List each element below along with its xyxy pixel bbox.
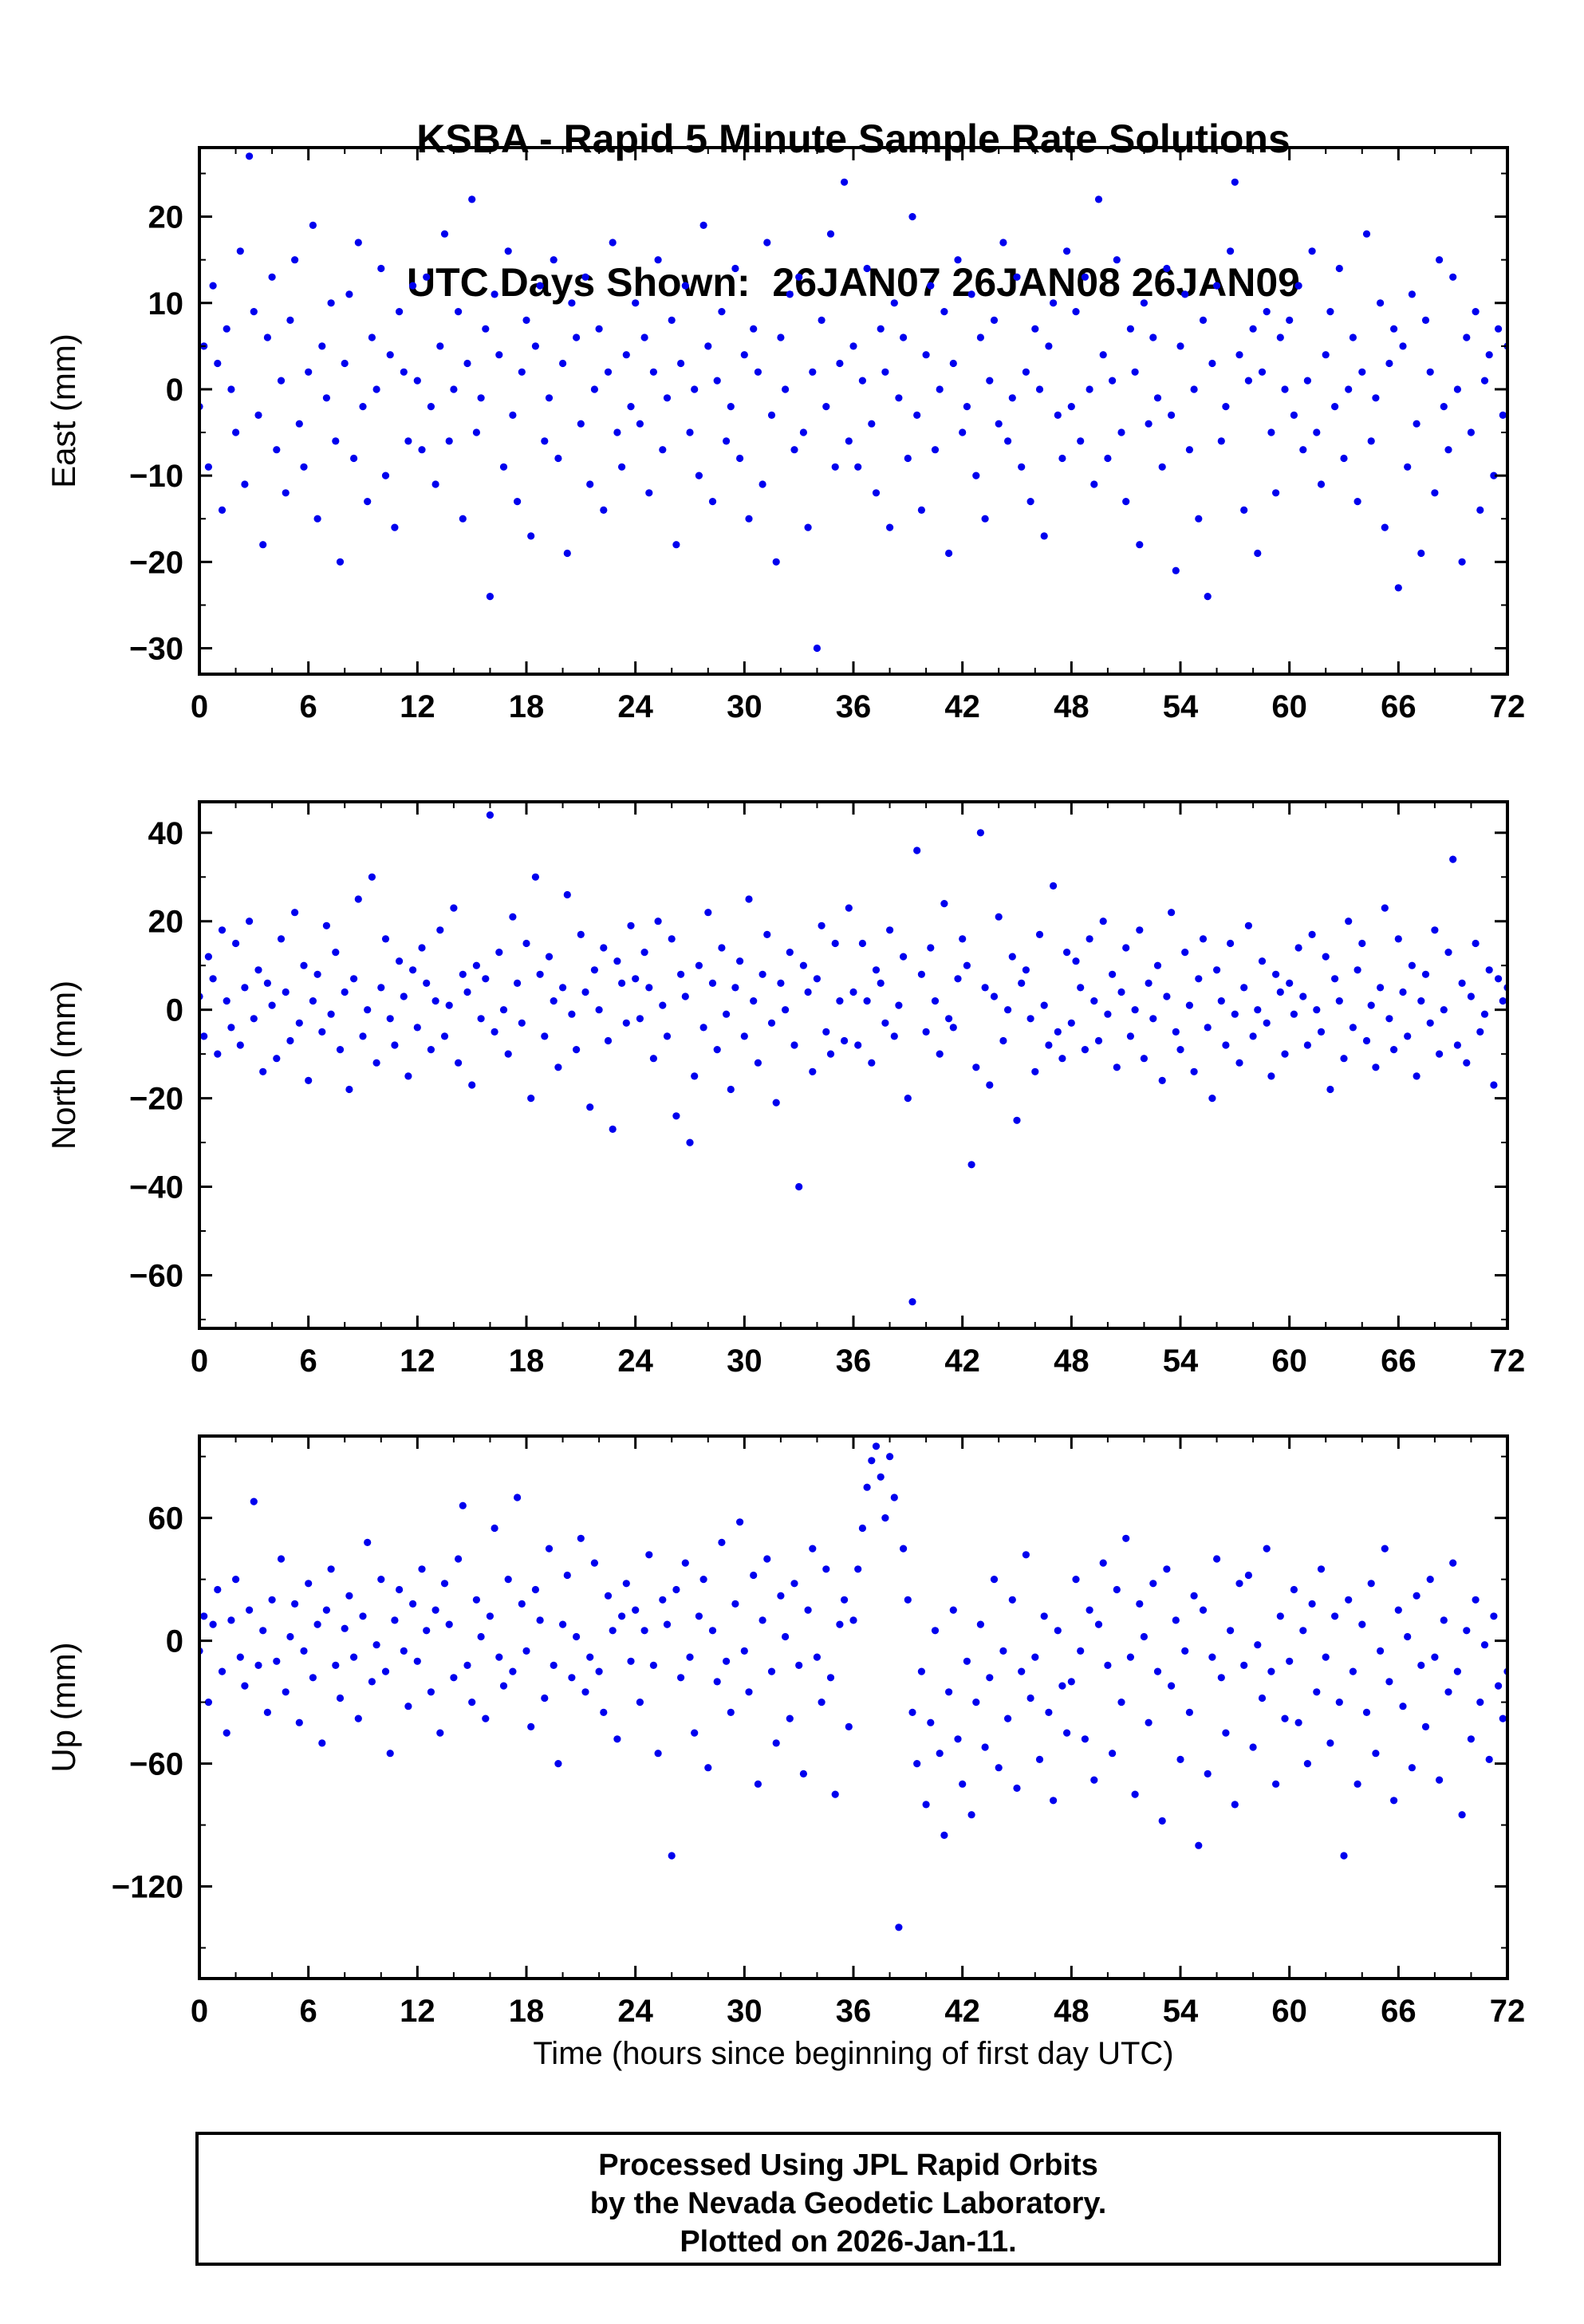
svg-text:20: 20 bbox=[148, 905, 184, 940]
svg-text:66: 66 bbox=[1381, 689, 1417, 724]
svg-text:42: 42 bbox=[944, 1344, 980, 1379]
footer-line3: Plotted on 2026-Jan-11. bbox=[680, 2225, 1017, 2259]
svg-text:30: 30 bbox=[727, 689, 762, 724]
chart-title-line2: UTC Days Shown: 26JAN07 26JAN08 26JAN09 bbox=[407, 260, 1300, 305]
footer-line1: Processed Using JPL Rapid Orbits bbox=[598, 2148, 1098, 2182]
svg-text:20: 20 bbox=[148, 200, 184, 235]
svg-text:6: 6 bbox=[300, 1344, 317, 1379]
svg-text:30: 30 bbox=[727, 1344, 762, 1379]
svg-text:24: 24 bbox=[617, 1994, 653, 2029]
svg-text:42: 42 bbox=[944, 1994, 980, 2029]
svg-text:18: 18 bbox=[509, 689, 545, 724]
svg-text:24: 24 bbox=[617, 1344, 653, 1379]
svg-text:18: 18 bbox=[509, 1344, 545, 1379]
svg-text:0: 0 bbox=[191, 689, 208, 724]
svg-text:−30: −30 bbox=[129, 632, 183, 667]
svg-text:72: 72 bbox=[1490, 1344, 1526, 1379]
svg-text:−20: −20 bbox=[129, 545, 183, 580]
svg-text:12: 12 bbox=[400, 1994, 435, 2029]
svg-text:0: 0 bbox=[191, 1994, 208, 2029]
svg-text:12: 12 bbox=[400, 689, 435, 724]
svg-text:12: 12 bbox=[400, 1344, 435, 1379]
svg-text:18: 18 bbox=[509, 1994, 545, 2029]
svg-text:60: 60 bbox=[148, 1501, 184, 1537]
svg-text:66: 66 bbox=[1381, 1994, 1417, 2029]
svg-text:60: 60 bbox=[1271, 1994, 1307, 2029]
svg-text:60: 60 bbox=[1271, 1344, 1307, 1379]
svg-text:48: 48 bbox=[1054, 1994, 1089, 2029]
svg-text:24: 24 bbox=[617, 689, 653, 724]
footer-box: Processed Using JPL Rapid Orbits by the … bbox=[195, 2132, 1501, 2266]
svg-text:48: 48 bbox=[1054, 689, 1089, 724]
chart-title: KSBA - Rapid 5 Minute Sample Rate Soluti… bbox=[199, 19, 1507, 402]
svg-text:30: 30 bbox=[727, 1994, 762, 2029]
footer-line2: by the Nevada Geodetic Laboratory. bbox=[589, 2187, 1107, 2220]
x-axis-label: Time (hours since beginning of first day… bbox=[533, 2036, 1174, 2071]
east-axis-label: East (mm) bbox=[45, 333, 82, 488]
svg-text:54: 54 bbox=[1163, 1344, 1199, 1379]
svg-text:0: 0 bbox=[191, 1344, 208, 1379]
east-scatter-plot: 0 6 12 18 24 30 36 42 48 54 60 66 72 −30 −20 −10 0 10 20 bbox=[129, 146, 1526, 724]
north-scatter-plot: 0 6 12 18 24 30 36 42 48 54 60 66 72 −60 −40 −20 0 20 40 bbox=[129, 800, 1526, 1379]
svg-text:36: 36 bbox=[836, 1344, 872, 1379]
svg-text:−60: −60 bbox=[129, 1747, 183, 1782]
up-scatter-plot: 0 6 12 18 24 30 36 42 48 54 60 66 72 −120 −60 0 60 bbox=[112, 1434, 1526, 2029]
svg-text:36: 36 bbox=[836, 1994, 872, 2029]
svg-text:6: 6 bbox=[300, 689, 317, 724]
svg-text:60: 60 bbox=[1271, 689, 1307, 724]
svg-text:−120: −120 bbox=[112, 1870, 183, 1905]
svg-text:40: 40 bbox=[148, 816, 184, 851]
svg-text:36: 36 bbox=[836, 689, 872, 724]
up-axis-label: Up (mm) bbox=[45, 1642, 82, 1773]
svg-text:72: 72 bbox=[1490, 1994, 1526, 2029]
svg-text:54: 54 bbox=[1163, 1994, 1199, 2029]
svg-text:−20: −20 bbox=[129, 1082, 183, 1117]
svg-text:10: 10 bbox=[148, 286, 184, 322]
svg-text:42: 42 bbox=[944, 689, 980, 724]
chart-title-line1: KSBA - Rapid 5 Minute Sample Rate Soluti… bbox=[416, 116, 1290, 161]
svg-text:0: 0 bbox=[166, 373, 183, 408]
north-axis-label: North (mm) bbox=[45, 980, 82, 1150]
svg-text:−10: −10 bbox=[129, 459, 183, 494]
svg-text:−40: −40 bbox=[129, 1170, 183, 1205]
svg-text:0: 0 bbox=[166, 993, 183, 1028]
svg-text:54: 54 bbox=[1163, 689, 1199, 724]
svg-text:0: 0 bbox=[166, 1624, 183, 1659]
svg-text:6: 6 bbox=[300, 1994, 317, 2029]
svg-text:66: 66 bbox=[1381, 1344, 1417, 1379]
svg-text:48: 48 bbox=[1054, 1344, 1089, 1379]
svg-text:72: 72 bbox=[1490, 689, 1526, 724]
svg-text:−60: −60 bbox=[129, 1258, 183, 1293]
